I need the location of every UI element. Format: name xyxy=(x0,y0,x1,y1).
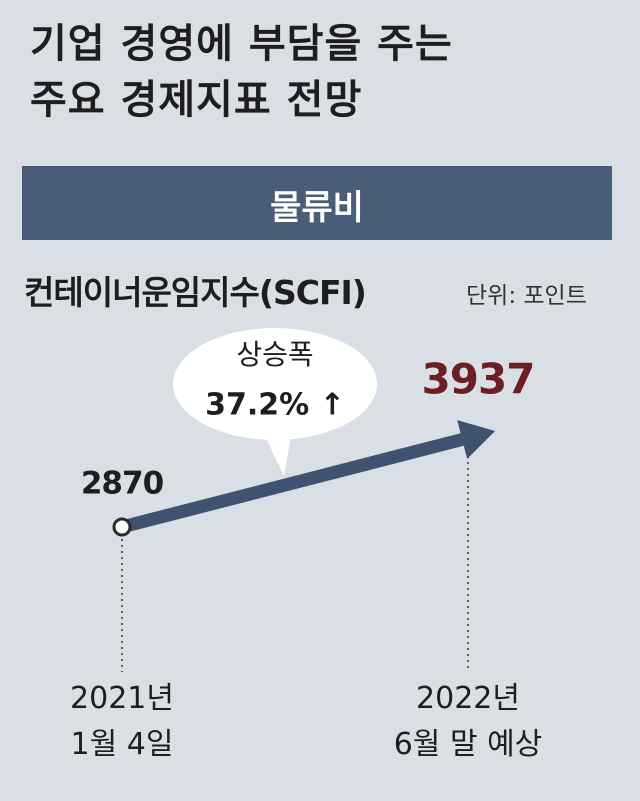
arrowhead xyxy=(457,420,496,459)
x-tick-label: 2022년 6월 말 예상 xyxy=(393,681,543,762)
banner: 물류비 xyxy=(22,166,612,240)
point xyxy=(112,517,132,537)
annotation-text: 37.2% ↑ xyxy=(205,388,345,423)
bubble xyxy=(173,328,377,440)
unit: 단위: 포인트 xyxy=(466,283,587,309)
bubble-tail xyxy=(262,430,292,476)
subtitle: 컨테이너운임지수(SCFI) xyxy=(24,273,367,312)
x-tick-label: 2021년 1월 4일 xyxy=(70,681,174,762)
annotation-label: 상승폭 xyxy=(236,338,313,371)
value-label: 3937 xyxy=(422,355,535,404)
banner-text: 물류비 xyxy=(270,188,364,228)
line xyxy=(120,432,468,534)
chart-title: 기업 경영에 부담을 주는 주요 경제지표 전망 xyxy=(30,21,453,123)
value-label: 2870 xyxy=(81,466,164,502)
